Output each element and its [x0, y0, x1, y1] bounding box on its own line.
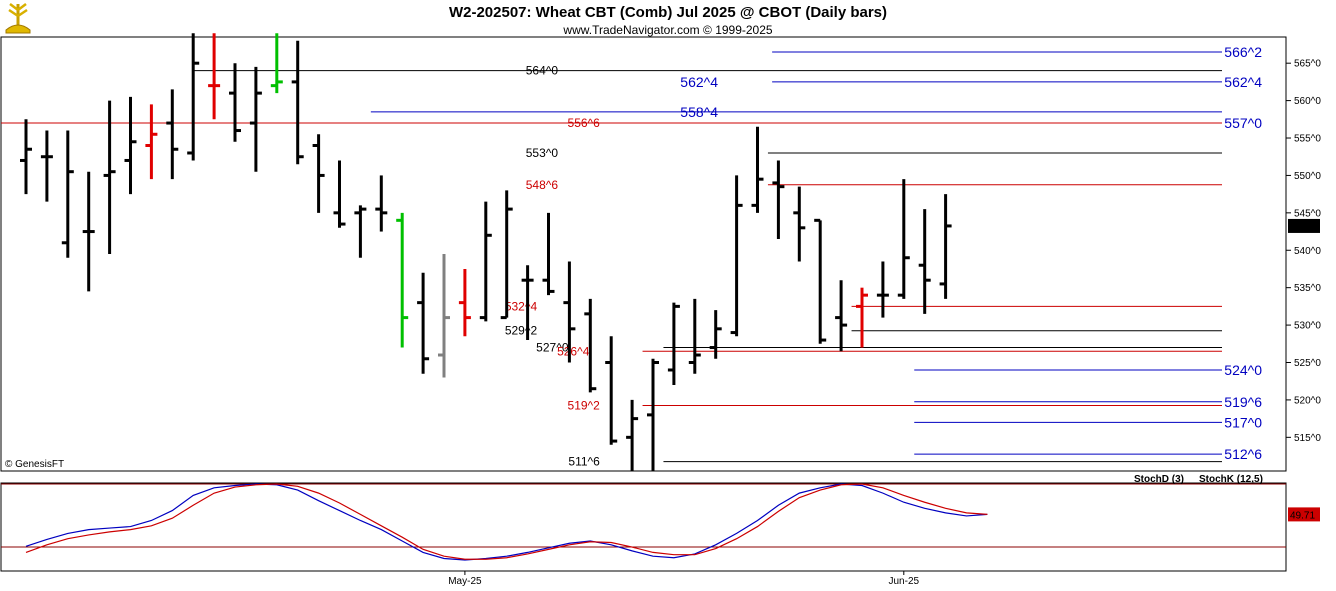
- x-axis: May-25 Jun-25: [448, 571, 920, 587]
- ohlc-bar: [876, 261, 889, 318]
- price-tick-label: 550^0: [1294, 171, 1321, 182]
- price-tick-label: 535^0: [1294, 283, 1321, 294]
- level-label: 529^2: [505, 324, 538, 338]
- ohlc-bar: [939, 194, 952, 299]
- level-label: 517^0: [1224, 414, 1262, 430]
- ohlc-bar: [835, 280, 848, 352]
- ohlc-bar: [605, 336, 618, 445]
- ohlc-bar: [82, 171, 95, 292]
- price-tick-label: 515^0: [1294, 433, 1321, 444]
- ohlc-bar: [187, 33, 200, 161]
- level-label: 519^6: [1224, 394, 1262, 410]
- price-tick-label: 545^0: [1294, 208, 1321, 219]
- level-label: 556^6: [568, 116, 601, 130]
- watermark: © GenesisFT: [5, 459, 64, 470]
- x-tick-label: May-25: [448, 576, 482, 587]
- ohlc-bar: [814, 218, 827, 344]
- level-label: 566^2: [1224, 44, 1262, 60]
- stoch-last-box: [1288, 507, 1320, 522]
- last-price-box: [1288, 218, 1320, 233]
- ohlc-bar: [417, 272, 430, 374]
- ohlc-bar: [20, 119, 32, 195]
- level-label: 564^0: [526, 64, 559, 78]
- price-tick-label: 520^0: [1294, 395, 1321, 406]
- level-label: 512^6: [1224, 446, 1262, 462]
- ohlc-bar: [479, 201, 492, 322]
- ohlc-bar: [458, 268, 471, 337]
- level-label: 524^0: [1224, 362, 1262, 378]
- ohlc-bar: [730, 175, 743, 337]
- ohlc-bar: [312, 134, 325, 213]
- stochastic-lines: 49.71: [25, 483, 1320, 561]
- ohlc-bar: [793, 186, 806, 262]
- ohlc-bar: [291, 40, 304, 165]
- level-label: 562^4: [680, 74, 718, 90]
- ohlc-bar: [396, 212, 409, 348]
- ohlc-bar: [500, 190, 513, 320]
- indicator-panel: [0, 482, 1287, 572]
- ohlc-bar: [688, 298, 701, 374]
- stoch-legend-item: StochK (12,5): [1199, 474, 1263, 485]
- chart-subtitle: www.TradeNavigator.com © 1999-2025: [562, 23, 772, 37]
- last-price-label: 543^2: [1290, 222, 1317, 233]
- ohlc-bar: [124, 96, 137, 195]
- level-label: 562^4: [1224, 74, 1262, 90]
- price-tick-label: 565^0: [1294, 59, 1321, 70]
- level-label: 548^6: [526, 178, 559, 192]
- level-label: 558^4: [680, 104, 718, 120]
- ohlc-bar: [521, 265, 534, 341]
- last-price-marker: 543^2: [1288, 218, 1320, 233]
- ohlc-bar: [229, 63, 241, 142]
- stochastic-legend: StochD (3) StochK (12,5): [1134, 474, 1263, 485]
- ohlc-bar: [667, 302, 680, 385]
- ohlc-bar: [542, 212, 555, 296]
- ohlc-bar: [647, 358, 659, 471]
- stoch-series-line: [25, 483, 988, 560]
- ohlc-bar: [61, 130, 74, 258]
- price-tick-label: 540^0: [1294, 246, 1321, 257]
- ohlc-bar: [772, 160, 785, 240]
- price-tick-label: 555^0: [1294, 134, 1321, 145]
- wheat-sheaf-icon: [5, 3, 31, 34]
- level-label: 527^0: [536, 341, 569, 355]
- ohlc-bar: [40, 130, 53, 202]
- level-label: 511^6: [568, 455, 600, 469]
- ohlc-bar: [584, 298, 597, 393]
- ohlc-bar: [709, 310, 722, 359]
- ohlc-bar: [166, 89, 179, 180]
- ohlc-bar: [145, 104, 158, 180]
- ohlc-bar: [918, 209, 931, 314]
- ohlc-bar: [208, 33, 221, 120]
- ohlc-bar: [333, 160, 346, 228]
- ohlc-bar: [249, 66, 262, 172]
- stoch-legend-item: StochD (3): [1134, 474, 1184, 485]
- stoch-last-label: 49.71: [1290, 510, 1315, 521]
- level-lines: 566^2 564^0 562^4 562^4 558^4 557^0 556^6 553^0…: [1, 44, 1262, 469]
- ohlc-bar: [270, 33, 283, 94]
- level-label: 526^4: [557, 344, 590, 358]
- price-tick-label: 560^0: [1294, 96, 1321, 107]
- ohlc-bars: [20, 33, 952, 471]
- level-label: 532^4: [505, 299, 538, 313]
- ohlc-bar: [438, 254, 450, 378]
- price-tick-label: 525^0: [1294, 358, 1321, 369]
- x-tick-label: Jun-25: [889, 576, 920, 587]
- price-tick-label: 530^0: [1294, 321, 1321, 332]
- stoch-series-line: [25, 483, 988, 561]
- ohlc-bar: [751, 126, 764, 213]
- ohlc-bar: [856, 287, 868, 348]
- ohlc-bar: [354, 205, 367, 258]
- level-label: 557^0: [1224, 115, 1262, 131]
- ohlc-bar: [563, 261, 576, 363]
- level-label: 519^2: [568, 399, 601, 413]
- ohlc-bar: [375, 175, 388, 232]
- ohlc-bar: [626, 399, 639, 471]
- level-label: 553^0: [526, 146, 559, 160]
- ohlc-bar: [897, 179, 910, 299]
- price-axis: 515^0 520^0 525^0 530^0 535^0 540^0 545^0 550^0…: [1286, 59, 1321, 444]
- chart-title: W2-202507: Wheat CBT (Comb) Jul 2025 @ C…: [449, 4, 887, 21]
- ohlc-bar: [103, 100, 116, 254]
